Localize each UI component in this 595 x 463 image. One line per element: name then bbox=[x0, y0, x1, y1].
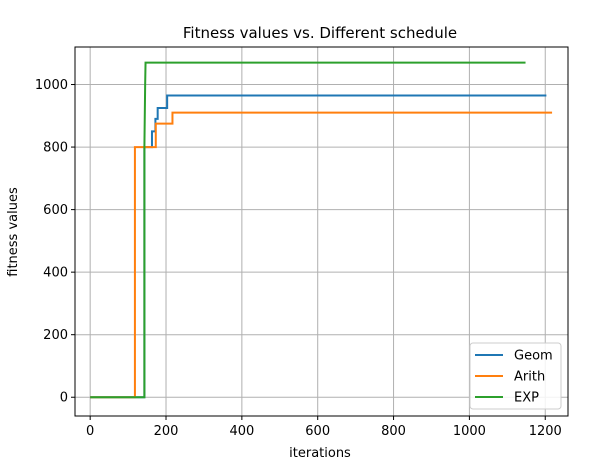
x-tick-label: 600 bbox=[305, 424, 330, 439]
plot-frame bbox=[74, 46, 569, 417]
x-tick-label: 0 bbox=[86, 424, 94, 439]
legend-label-geom: Geom bbox=[514, 349, 553, 364]
y-tick-label: 1000 bbox=[35, 78, 68, 93]
legend-box bbox=[469, 342, 562, 410]
chart-title: Fitness values vs. Different schedule bbox=[183, 24, 457, 42]
series-line-arith bbox=[90, 111, 553, 399]
series-lines bbox=[90, 61, 553, 399]
grid bbox=[75, 47, 568, 416]
axis-ticks: 0 200 400 600 800 1000 1200 0 200 400 600 800 1000 bbox=[35, 78, 562, 439]
legend: Geom Arith EXP bbox=[469, 342, 562, 410]
x-axis-label: iterations bbox=[289, 446, 351, 461]
x-tick-label: 400 bbox=[229, 424, 254, 439]
legend-label-arith: Arith bbox=[514, 370, 545, 385]
series-line-exp bbox=[90, 61, 526, 399]
y-tick-label: 200 bbox=[43, 328, 68, 343]
y-tick-label: 400 bbox=[43, 266, 68, 281]
x-tick-label: 1000 bbox=[453, 424, 486, 439]
x-tick-label: 1200 bbox=[529, 424, 562, 439]
legend-items: Geom Arith EXP bbox=[475, 349, 553, 406]
y-axis-label: fitness values bbox=[6, 187, 21, 277]
y-tick-label: 800 bbox=[43, 141, 68, 156]
legend-label-exp: EXP bbox=[514, 391, 539, 406]
y-tick-label: 600 bbox=[43, 203, 68, 218]
x-tick-label: 200 bbox=[154, 424, 179, 439]
y-tick-label: 0 bbox=[60, 391, 68, 406]
x-tick-label: 800 bbox=[381, 424, 406, 439]
